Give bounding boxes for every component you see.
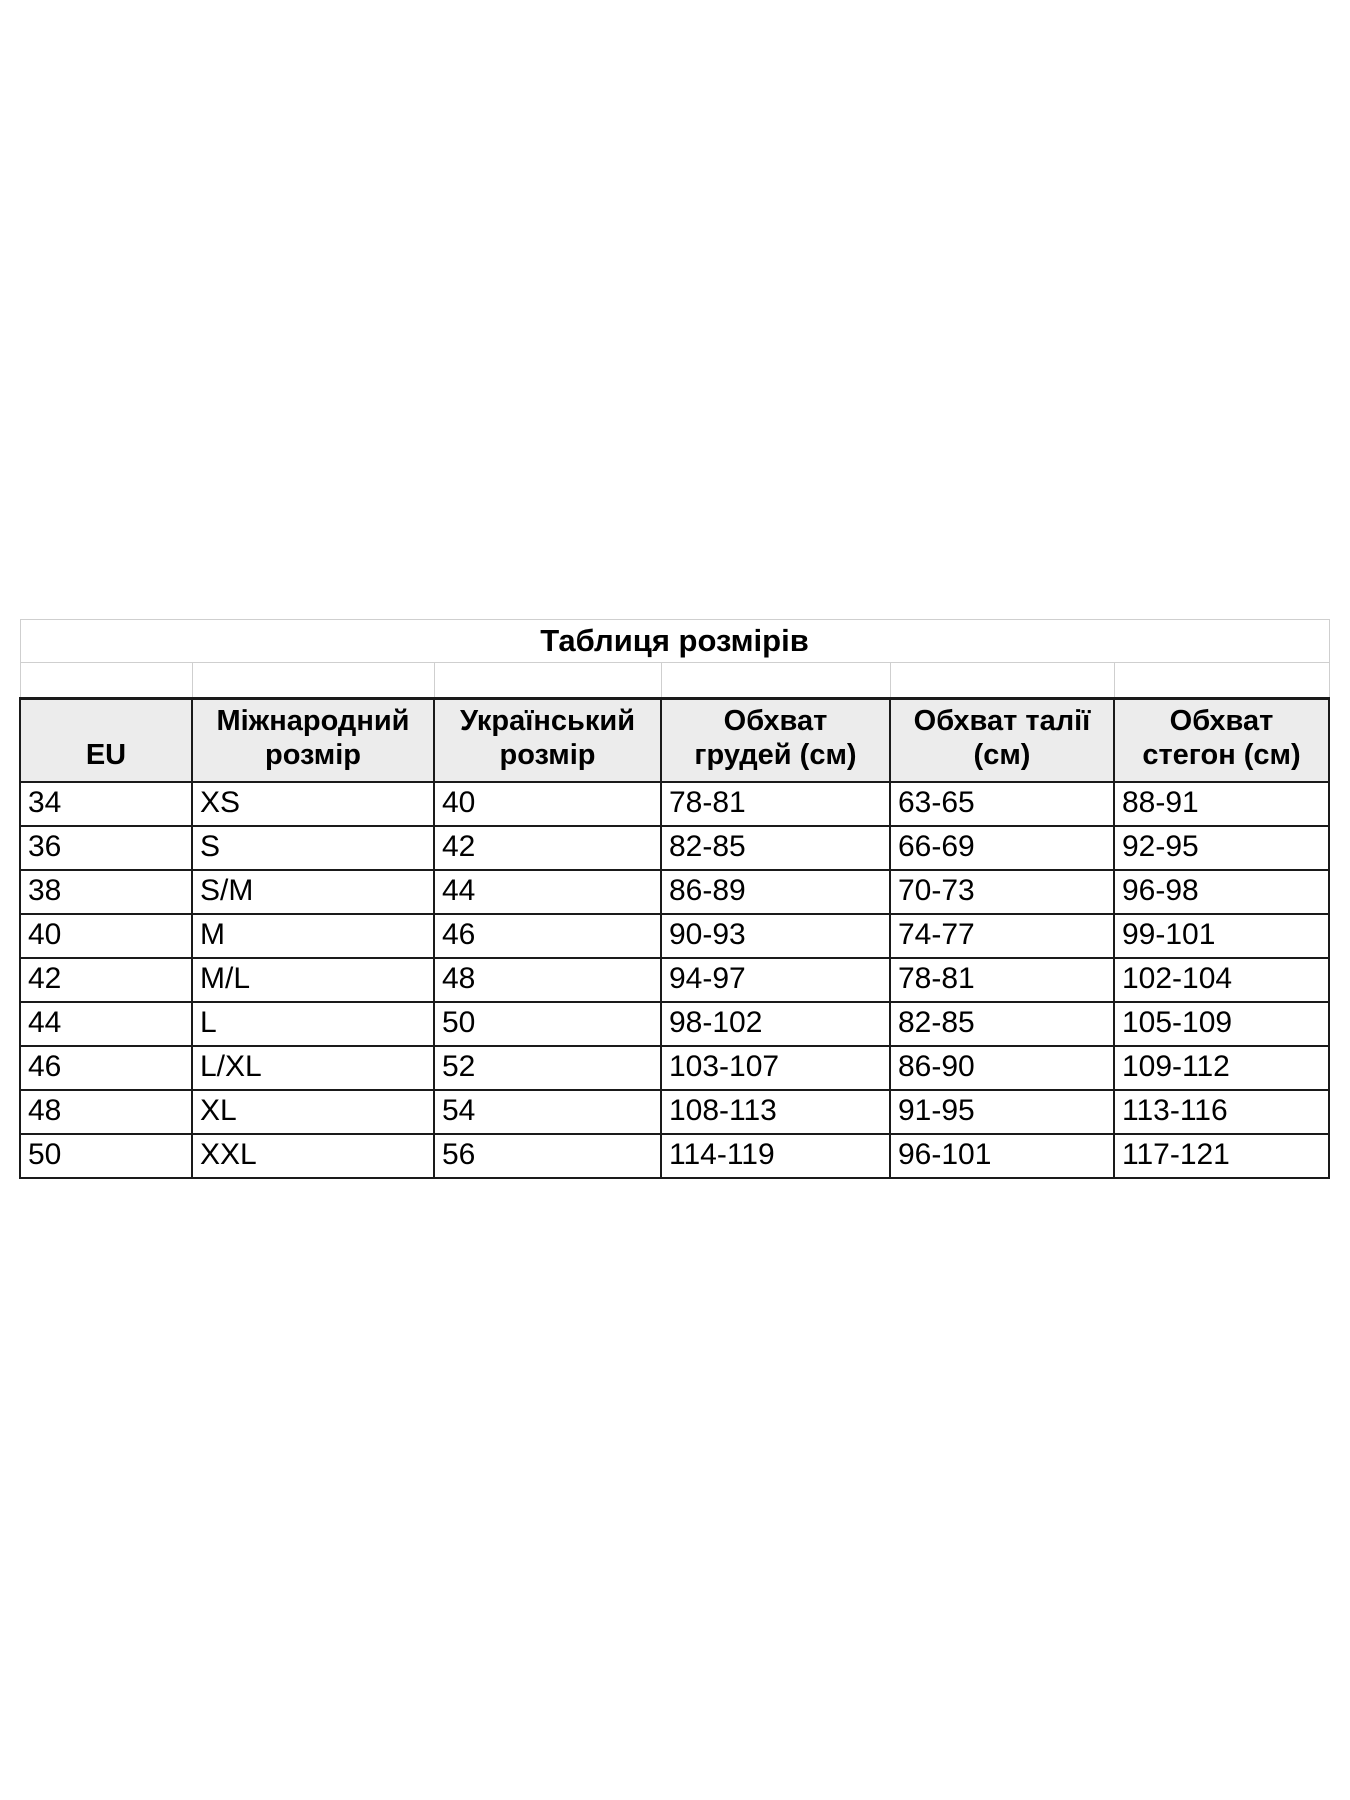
cell-hips: 113-116 [1112, 1089, 1331, 1136]
cell-eu: 44 [19, 1001, 193, 1048]
cell-eu: 50 [19, 1133, 193, 1180]
header-row: EU Міжнародний розмір Український розмір Об… [19, 697, 1331, 784]
cell-ua: 44 [433, 869, 662, 916]
cell-ua: 52 [433, 1045, 662, 1092]
spacer-cell [191, 662, 435, 699]
table-row: 36 S 42 82-85 66-69 92-95 [19, 825, 1331, 872]
cell-eu: 40 [19, 913, 193, 960]
cell-eu: 38 [19, 869, 193, 916]
column-header-waist: Обхват талії (см) [889, 697, 1115, 784]
spacer-cell [433, 662, 662, 699]
table-row: 34 XS 40 78-81 63-65 88-91 [19, 781, 1331, 828]
table-row: 38 S/M 44 86-89 70-73 96-98 [19, 869, 1331, 916]
cell-intl: S [191, 825, 435, 872]
cell-waist: 82-85 [889, 1001, 1115, 1048]
size-table: Таблиця розмірів EU Міжнародний розмір Укр… [19, 619, 1331, 1180]
cell-intl: XXL [191, 1133, 435, 1180]
cell-eu: 34 [19, 781, 193, 828]
cell-hips: 96-98 [1112, 869, 1331, 916]
cell-waist: 91-95 [889, 1089, 1115, 1136]
cell-eu: 36 [19, 825, 193, 872]
cell-intl: XS [191, 781, 435, 828]
cell-eu: 42 [19, 957, 193, 1004]
spacer-cell [889, 662, 1115, 699]
cell-chest: 78-81 [660, 781, 891, 828]
cell-waist: 96-101 [889, 1133, 1115, 1180]
table-row: 40 M 46 90-93 74-77 99-101 [19, 913, 1331, 960]
cell-intl: XL [191, 1089, 435, 1136]
cell-chest: 90-93 [660, 913, 891, 960]
cell-hips: 105-109 [1112, 1001, 1331, 1048]
cell-hips: 92-95 [1112, 825, 1331, 872]
table-row: 46 L/XL 52 103-107 86-90 109-112 [19, 1045, 1331, 1092]
cell-intl: M/L [191, 957, 435, 1004]
cell-hips: 109-112 [1112, 1045, 1331, 1092]
spacer-row [19, 662, 1330, 699]
cell-ua: 40 [433, 781, 662, 828]
cell-waist: 74-77 [889, 913, 1115, 960]
cell-intl: M [191, 913, 435, 960]
column-header-eu: EU [19, 697, 193, 784]
cell-ua: 54 [433, 1089, 662, 1136]
table-row: 50 XXL 56 114-119 96-101 117-121 [19, 1133, 1331, 1180]
spacer-cell [660, 662, 891, 699]
cell-hips: 117-121 [1112, 1133, 1331, 1180]
cell-ua: 48 [433, 957, 662, 1004]
cell-chest: 103-107 [660, 1045, 891, 1092]
cell-waist: 63-65 [889, 781, 1115, 828]
cell-hips: 102-104 [1112, 957, 1331, 1004]
cell-chest: 114-119 [660, 1133, 891, 1180]
cell-chest: 108-113 [660, 1089, 891, 1136]
title-row: Таблиця розмірів [19, 619, 1330, 663]
cell-intl: L/XL [191, 1045, 435, 1092]
cell-eu: 46 [19, 1045, 193, 1092]
column-header-hips: Обхват стегон (см) [1112, 697, 1331, 784]
cell-chest: 82-85 [660, 825, 891, 872]
cell-ua: 50 [433, 1001, 662, 1048]
cell-hips: 99-101 [1112, 913, 1331, 960]
cell-chest: 94-97 [660, 957, 891, 1004]
spacer-cell [19, 662, 193, 699]
cell-waist: 66-69 [889, 825, 1115, 872]
cell-hips: 88-91 [1112, 781, 1331, 828]
spacer-cell [1113, 662, 1330, 699]
cell-intl: S/M [191, 869, 435, 916]
cell-ua: 56 [433, 1133, 662, 1180]
cell-eu: 48 [19, 1089, 193, 1136]
table-row: 48 XL 54 108-113 91-95 113-116 [19, 1089, 1331, 1136]
column-header-chest: Обхват грудей (см) [660, 697, 891, 784]
cell-chest: 86-89 [660, 869, 891, 916]
column-header-intl: Міжнародний розмір [191, 697, 435, 784]
table-title: Таблиця розмірів [19, 619, 1330, 663]
table-row: 42 M/L 48 94-97 78-81 102-104 [19, 957, 1331, 1004]
column-header-ua: Український розмір [433, 697, 662, 784]
cell-chest: 98-102 [660, 1001, 891, 1048]
cell-waist: 78-81 [889, 957, 1115, 1004]
cell-ua: 46 [433, 913, 662, 960]
cell-ua: 42 [433, 825, 662, 872]
cell-waist: 70-73 [889, 869, 1115, 916]
cell-intl: L [191, 1001, 435, 1048]
cell-waist: 86-90 [889, 1045, 1115, 1092]
table-row: 44 L 50 98-102 82-85 105-109 [19, 1001, 1331, 1048]
